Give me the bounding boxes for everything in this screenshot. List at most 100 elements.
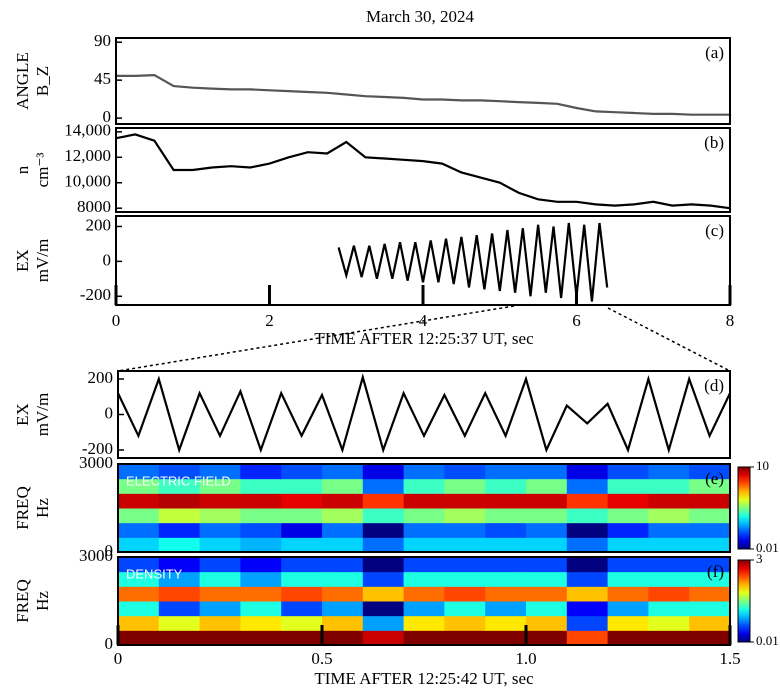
heatmap-cell xyxy=(158,571,201,587)
heatmap-cell xyxy=(566,537,609,552)
y-tick-label: 45 xyxy=(94,69,111,88)
heatmap-cell xyxy=(281,464,323,480)
heatmap-cell xyxy=(362,586,405,602)
heatmap-cell xyxy=(362,493,405,509)
heatmap-cell xyxy=(607,464,649,480)
heatmap-cell xyxy=(689,508,730,524)
heatmap-cell xyxy=(403,522,445,538)
heatmap-cell xyxy=(526,493,568,509)
heatmap-cell xyxy=(281,508,323,524)
heatmap-cell xyxy=(281,522,323,538)
heatmap-cell xyxy=(485,522,527,538)
y-axis-label: n xyxy=(13,165,32,174)
y-tick-label: 0 xyxy=(105,403,114,422)
heatmap-cell xyxy=(444,586,486,602)
heatmap-cell xyxy=(199,601,241,617)
x-axis-label: TIME AFTER 12:25:42 UT, sec xyxy=(314,669,534,688)
y-tick-label: 0 xyxy=(103,107,112,126)
heatmap-cell xyxy=(240,508,282,524)
colorbar-tick-label: 0.01 xyxy=(756,633,779,648)
y-axis-label: FREQ xyxy=(13,486,32,529)
heatmap-cell xyxy=(199,493,241,509)
heatmap-cell xyxy=(526,464,568,480)
heatmap-cell xyxy=(607,615,649,631)
y-axis-label: B_Z xyxy=(33,66,52,96)
heatmap-cell xyxy=(322,615,364,631)
heatmap-cell xyxy=(118,493,160,509)
heatmap-cell xyxy=(240,464,282,480)
heatmap-cell xyxy=(199,557,241,573)
heatmap-cell xyxy=(607,493,649,509)
x-tick-label: 0 xyxy=(114,649,123,668)
heatmap-cell xyxy=(118,586,160,602)
heatmap-cell xyxy=(240,571,282,587)
heatmap-cell xyxy=(281,586,323,602)
heatmap-cell xyxy=(526,586,568,602)
heatmap-cell xyxy=(240,522,282,538)
heatmap-cell xyxy=(485,508,527,524)
heatmap-cell xyxy=(362,522,405,538)
heatmap-cell xyxy=(566,557,609,573)
heatmap-cell xyxy=(648,601,690,617)
heatmap-cell xyxy=(322,586,364,602)
y-tick-label: 3000 xyxy=(79,546,113,565)
heatmap-cell xyxy=(403,508,445,524)
heatmap-cell xyxy=(118,571,160,587)
heatmap-cell xyxy=(444,537,486,552)
colorbar-tick-label: 10 xyxy=(756,458,769,473)
heatmap-cell xyxy=(444,464,486,480)
inset-label: ELECTRIC FIELD xyxy=(126,473,231,488)
zoom-line xyxy=(607,307,731,372)
heatmap-cell xyxy=(526,537,568,552)
heatmap-cell xyxy=(648,493,690,509)
heatmap-cell xyxy=(444,557,486,573)
y-tick-label: 14,000 xyxy=(64,121,111,140)
heatmap-cell xyxy=(607,601,649,617)
heatmap-cell xyxy=(362,464,405,480)
heatmap-cell xyxy=(199,464,241,480)
heatmap-cell xyxy=(281,557,323,573)
heatmap-cell xyxy=(158,557,201,573)
y-axis-label: EX xyxy=(13,403,32,426)
panel-label: (c) xyxy=(705,221,724,240)
panel-frame xyxy=(117,463,731,553)
heatmap-cell xyxy=(689,571,730,587)
y-axis-label: mV/m xyxy=(33,239,52,282)
heatmap-cell xyxy=(158,522,201,538)
panel xyxy=(337,222,609,302)
x-tick-label: 6 xyxy=(572,311,581,330)
heatmap-cell xyxy=(199,478,241,494)
heatmap-cell xyxy=(322,478,364,494)
x-tick-label: 1.0 xyxy=(515,649,536,668)
x-tick-label: 4 xyxy=(419,311,428,330)
heatmap-cell xyxy=(566,571,609,587)
heatmap-cell xyxy=(689,615,730,631)
y-axis-label: FREQ xyxy=(13,579,32,622)
x-axis-label: TIME AFTER 12:25:37 UT, sec xyxy=(314,329,534,348)
heatmap-cell xyxy=(362,601,405,617)
y-tick-label: 12,000 xyxy=(64,146,111,165)
y-tick-label: 200 xyxy=(86,215,112,234)
heatmap-cell xyxy=(322,630,364,645)
heatmap-cell xyxy=(648,557,690,573)
heatmap-cell xyxy=(444,615,486,631)
panel-label: (b) xyxy=(704,133,724,152)
heatmap-cell xyxy=(485,571,527,587)
y-tick-label: -200 xyxy=(82,439,113,458)
heatmap-cell xyxy=(158,586,201,602)
heatmap-cell xyxy=(485,557,527,573)
heatmap-cell xyxy=(322,522,364,538)
heatmap-cell xyxy=(118,557,160,573)
heatmap-cell xyxy=(648,478,690,494)
heatmap-cell xyxy=(322,464,364,480)
heatmap-cell xyxy=(240,630,282,645)
heatmap-cell xyxy=(485,493,527,509)
heatmap-cell xyxy=(118,537,160,552)
heatmap-cell xyxy=(566,615,609,631)
heatmap-cell xyxy=(403,493,445,509)
heatmap-cell xyxy=(199,508,241,524)
heatmap-cell xyxy=(403,630,445,645)
figure-title: March 30, 2024 xyxy=(366,7,475,26)
heatmap-cell xyxy=(118,478,160,494)
